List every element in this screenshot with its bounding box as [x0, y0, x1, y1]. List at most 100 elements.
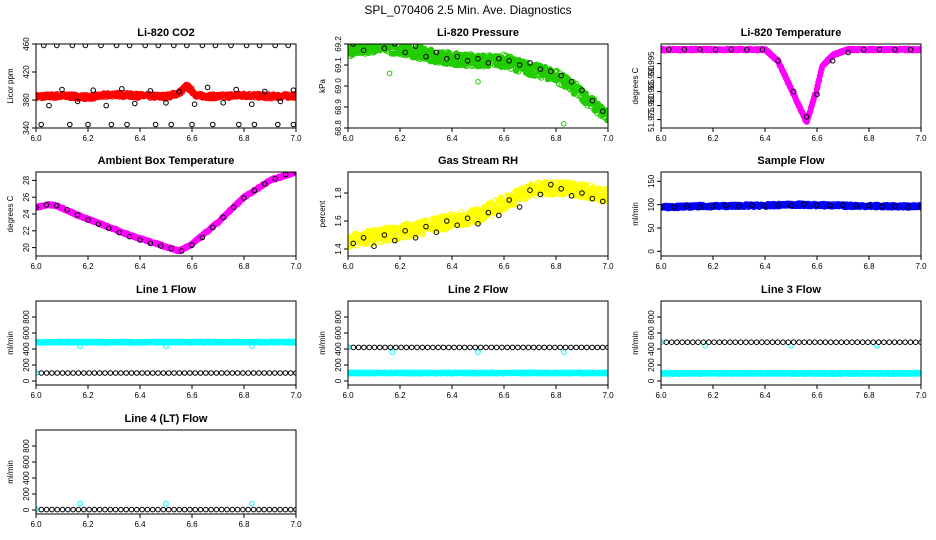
- data-point: [433, 229, 440, 235]
- data-point: [192, 370, 198, 376]
- data-point: [152, 121, 159, 128]
- x-tick-label: 6.6: [498, 262, 510, 271]
- y-tick-label: 69.0: [334, 78, 343, 94]
- data-point: [147, 240, 154, 247]
- x-tick-label: 6.4: [134, 262, 146, 271]
- series-3: [36, 370, 296, 376]
- data-point: [256, 370, 262, 376]
- x-tick-label: 6.6: [186, 262, 198, 271]
- data-point: [671, 204, 677, 210]
- x-tick-label: 6.0: [655, 262, 667, 271]
- x-tick-label: 6.4: [446, 262, 458, 271]
- y-tick-label: 69.1: [334, 57, 343, 73]
- data-point: [485, 209, 492, 216]
- series-3: [46, 84, 296, 109]
- data-point: [392, 237, 398, 244]
- plot-frame: [347, 171, 609, 257]
- x-tick-label: 6.2: [82, 134, 94, 143]
- data-point: [350, 240, 357, 247]
- data-point: [54, 370, 61, 376]
- series-2: [77, 343, 255, 350]
- y-tick-label: 1.4: [334, 243, 343, 255]
- data-point: [41, 44, 47, 49]
- x-tick-label: 6.4: [759, 134, 771, 143]
- data-point: [496, 212, 502, 219]
- data-point: [142, 44, 148, 49]
- data-point: [189, 242, 195, 248]
- data-point: [102, 370, 108, 376]
- data-point: [866, 202, 872, 209]
- x-tick-label: 6.8: [238, 134, 250, 143]
- y-tick-label: 51.980: [647, 93, 656, 118]
- y-tick-label: 0: [647, 249, 656, 254]
- data-point: [790, 88, 797, 95]
- x-tick-label: 6.8: [238, 262, 250, 271]
- x-tick-label: 6.4: [134, 391, 146, 400]
- data-point: [245, 370, 251, 376]
- data-point: [272, 370, 278, 376]
- data-point: [116, 229, 122, 236]
- data-point: [106, 225, 112, 232]
- panel-title: Ambient Box Temperature: [98, 155, 235, 167]
- data-point: [38, 121, 45, 128]
- data-point: [604, 117, 608, 124]
- data-point: [386, 70, 393, 77]
- data-point: [603, 189, 608, 196]
- y-tick-label: 150: [647, 174, 656, 188]
- data-point: [250, 370, 257, 376]
- data-point: [85, 121, 91, 128]
- data-point: [85, 217, 91, 223]
- data-point: [204, 84, 211, 91]
- data-point: [712, 46, 719, 53]
- y-tick-label: 51.995: [647, 51, 656, 76]
- data-point: [589, 195, 596, 202]
- data-point: [506, 58, 513, 64]
- data-point: [892, 203, 898, 209]
- data-point: [213, 370, 220, 376]
- x-tick-label: 6.2: [82, 391, 94, 400]
- y-tick-label: 1.8: [334, 187, 343, 199]
- data-point: [165, 370, 172, 376]
- data-point: [464, 58, 471, 64]
- panel-title: Li-820 Temperature: [741, 27, 842, 39]
- y-tick-label: 26: [22, 192, 31, 201]
- data-point: [272, 175, 279, 182]
- data-point: [203, 370, 209, 376]
- data-point: [168, 121, 174, 128]
- data-point: [710, 203, 716, 209]
- data-point: [184, 44, 190, 49]
- plot-frame: [660, 171, 922, 257]
- data-point: [558, 186, 565, 192]
- data-point: [90, 87, 96, 93]
- data-point: [77, 343, 83, 350]
- x-tick-label: 6.8: [863, 134, 875, 143]
- y-tick-label: 460: [22, 37, 31, 51]
- y-tick-label: 68.9: [334, 99, 343, 115]
- data-point: [163, 100, 169, 106]
- data-point: [54, 202, 60, 209]
- data-point: [464, 215, 471, 221]
- x-tick-label: 6.0: [342, 134, 354, 143]
- data-point: [523, 59, 530, 66]
- data-point: [171, 370, 177, 376]
- panel-title: Line 2 Flow: [448, 284, 508, 296]
- panel-title: Li-820 CO2: [137, 27, 194, 39]
- data-point: [604, 109, 608, 116]
- data-point: [371, 243, 377, 249]
- data-point: [579, 87, 585, 93]
- data-point: [158, 243, 164, 249]
- data-point: [70, 370, 76, 376]
- data-point: [516, 204, 523, 210]
- x-tick-label: 7.0: [915, 262, 927, 271]
- y-tick-label: 420: [22, 65, 31, 79]
- data-point: [139, 370, 145, 376]
- data-point: [171, 44, 177, 49]
- data-point: [163, 343, 169, 350]
- data-point: [277, 370, 283, 376]
- data-point: [113, 44, 120, 49]
- data-point: [228, 44, 234, 49]
- series-2: [666, 46, 914, 120]
